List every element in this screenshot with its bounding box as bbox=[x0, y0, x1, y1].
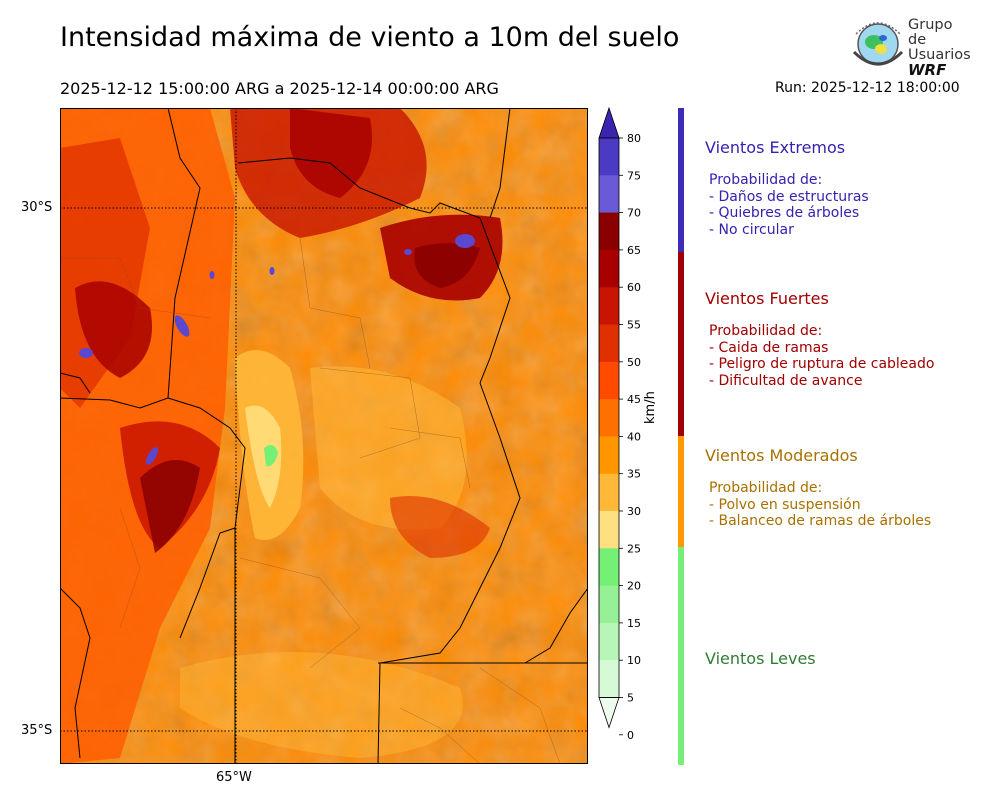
map-title: Intensidad máxima de viento a 10m del su… bbox=[60, 22, 680, 53]
category-bar bbox=[678, 108, 684, 252]
colorbar-segment bbox=[599, 175, 619, 214]
run-timestamp: Run: 2025-12-12 18:00:00 bbox=[775, 80, 960, 96]
province-border bbox=[60, 108, 201, 409]
category-title: Vientos Moderados bbox=[705, 446, 858, 465]
category-description: Probabilidad de: - Caida de ramas - Peli… bbox=[709, 323, 935, 389]
colorbar-segment bbox=[599, 436, 619, 475]
colorbar-unit: km/h bbox=[643, 391, 658, 424]
category-bar bbox=[678, 547, 684, 765]
colorbar-segment bbox=[599, 361, 619, 400]
colorbar-segment bbox=[599, 622, 619, 661]
colorbar-segment bbox=[599, 138, 619, 176]
lat-label-35s: 35°S bbox=[21, 723, 53, 738]
colorbar-tick-label: 5 bbox=[627, 692, 634, 705]
light-wind-patch bbox=[264, 444, 278, 467]
category-title: Vientos Extremos bbox=[705, 138, 846, 157]
lat-label-30s: 30°S bbox=[21, 200, 53, 215]
colorbar-tick-label: 45 bbox=[627, 393, 641, 406]
colorbar-tick-label: 25 bbox=[627, 542, 641, 555]
colorbar-segment bbox=[599, 548, 619, 587]
colorbar-tick-label: 30 bbox=[627, 505, 641, 518]
logo-line1: Grupo de bbox=[908, 17, 953, 48]
colorbar-tick-label: 55 bbox=[627, 319, 641, 332]
category-bar bbox=[678, 252, 684, 436]
colorbar-tick-label: 65 bbox=[627, 244, 641, 257]
colorbar-tick-label: 15 bbox=[627, 617, 641, 630]
colorbar-segment bbox=[599, 212, 619, 251]
colorbar-segment bbox=[599, 660, 619, 698]
colorbar-segment bbox=[599, 399, 619, 437]
category-description: Probabilidad de: - Daños de estructuras … bbox=[709, 172, 869, 238]
category-description: Probabilidad de: - Polvo en suspensión -… bbox=[709, 480, 932, 529]
colorbar-segment bbox=[599, 249, 619, 288]
wrf-logo: Grupo de Usuarios WRF bbox=[848, 16, 973, 78]
logo-line2: Usuarios bbox=[908, 47, 971, 63]
colorbar-tick-label: 35 bbox=[627, 468, 641, 481]
colorbar-tick-label: 40 bbox=[627, 430, 641, 443]
logo-line3: WRF bbox=[908, 61, 947, 79]
category-title: Vientos Leves bbox=[705, 649, 816, 668]
colorbar-tick-label: 0 bbox=[627, 729, 634, 742]
colorbar-tick-label: 20 bbox=[627, 580, 641, 593]
colorbar-tick-label: 70 bbox=[627, 207, 641, 220]
colorbar-extend-bottom bbox=[598, 697, 620, 729]
colorbar-segment bbox=[599, 287, 619, 325]
forecast-period: 2025-12-12 15:00:00 ARG a 2025-12-14 00:… bbox=[60, 79, 499, 98]
colorbar-tick-label: 50 bbox=[627, 356, 641, 369]
colorbar-segment bbox=[599, 473, 619, 512]
colorbar-tick-label: 75 bbox=[627, 169, 641, 182]
extreme-patch bbox=[455, 234, 475, 248]
colorbar-extend-top bbox=[598, 106, 620, 139]
wrf-globe-logo-icon bbox=[852, 22, 904, 66]
colorbar-segment bbox=[599, 511, 619, 549]
colorbar-tick-label: 80 bbox=[627, 132, 641, 145]
category-title: Vientos Fuertes bbox=[705, 289, 829, 308]
category-bar bbox=[678, 436, 684, 547]
colorbar-tick-label: 60 bbox=[627, 281, 641, 294]
colorbar-tick-label: 10 bbox=[627, 654, 641, 667]
colorbar-segment bbox=[599, 324, 619, 363]
lon-label-65w: 65°W bbox=[216, 770, 252, 785]
wind-map bbox=[60, 108, 588, 764]
colorbar-segment bbox=[599, 585, 619, 624]
